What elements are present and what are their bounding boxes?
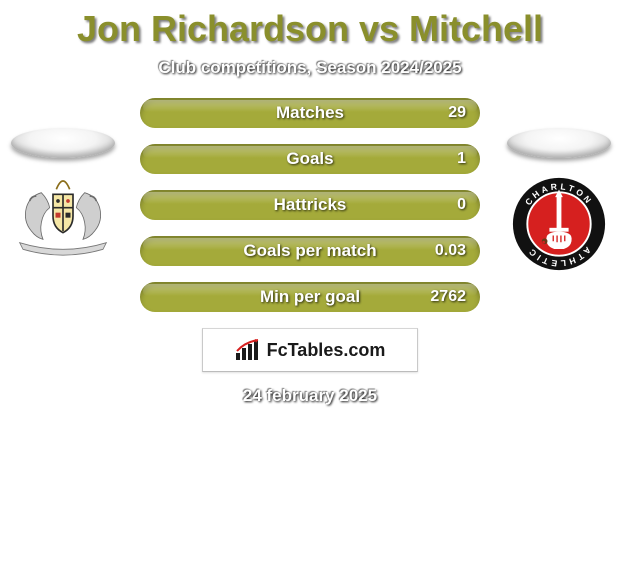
stat-bars: Matches 29 Goals 1 Hattricks 0 Goals per… (140, 98, 480, 312)
brand-box[interactable]: FcTables.com (202, 328, 418, 372)
stat-row: Goals 1 (140, 144, 480, 174)
stat-label: Goals per match (243, 241, 376, 261)
bar-chart-icon (235, 339, 261, 361)
stat-label: Goals (286, 149, 333, 169)
page-subtitle: Club competitions, Season 2024/2025 (0, 58, 620, 78)
stat-label: Hattricks (274, 195, 347, 215)
stats-block: Matches 29 Goals 1 Hattricks 0 Goals per… (0, 98, 620, 406)
stat-row: Min per goal 2762 (140, 282, 480, 312)
stat-label: Min per goal (260, 287, 360, 307)
stat-value: 29 (448, 104, 466, 122)
header: Jon Richardson vs Mitchell Club competit… (0, 8, 620, 78)
brand-text: FcTables.com (267, 340, 386, 361)
stat-row: Goals per match 0.03 (140, 236, 480, 266)
stat-row: Matches 29 (140, 98, 480, 128)
stat-value: 0 (457, 196, 466, 214)
stat-row: Hattricks 0 (140, 190, 480, 220)
stat-value: 2762 (430, 288, 466, 306)
page-title: Jon Richardson vs Mitchell (0, 8, 620, 50)
stat-label: Matches (276, 103, 344, 123)
brand-inner: FcTables.com (235, 339, 386, 361)
date-line: 24 february 2025 (0, 386, 620, 406)
stat-value: 1 (457, 150, 466, 168)
stat-value: 0.03 (435, 242, 466, 260)
